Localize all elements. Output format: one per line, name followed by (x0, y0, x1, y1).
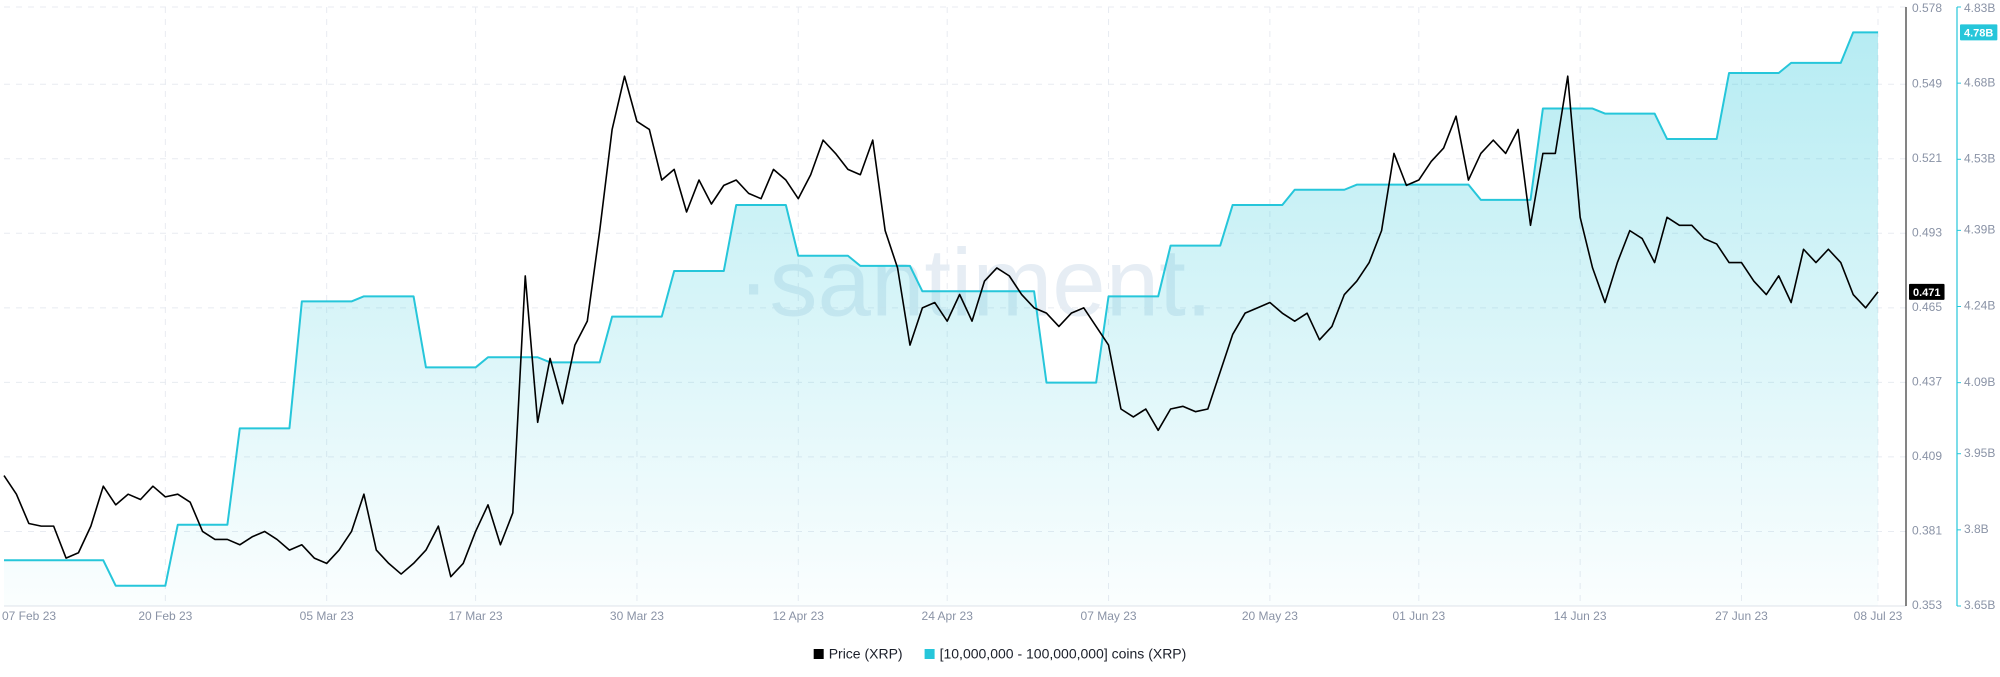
x-tick-label: 01 Jun 23 (1392, 609, 1445, 623)
legend-swatch (813, 649, 824, 659)
x-tick-label: 05 Mar 23 (300, 609, 354, 623)
coins-line (4, 31, 1878, 587)
y-tick-label: 0.493 (1912, 225, 1942, 239)
x-tick-label: 12 Apr 23 (773, 609, 825, 623)
x-tick-label: 30 Mar 23 (610, 609, 664, 623)
y-tick-label: 0.465 (1912, 300, 1942, 314)
y-tick-label: 0.578 (1912, 1, 1942, 15)
x-tick-label: 07 May 23 (1081, 609, 1137, 623)
price-line (3, 75, 1879, 578)
y2-tick-label: 3.95B (1964, 446, 1995, 460)
x-tick-label: 20 Feb 23 (138, 609, 192, 623)
x-tick-label: 08 Jul 23 (1854, 609, 1903, 623)
legend-label: Price (XRP) (829, 646, 903, 662)
legend-swatch (924, 649, 935, 659)
y2-tick-label: 4.68B (1964, 75, 1995, 89)
y2-tick-label: 4.39B (1964, 223, 1995, 237)
y-tick-label: 0.409 (1912, 449, 1942, 463)
legend: Price (XRP) [10,000,000 - 100,000,000] co… (813, 646, 1187, 662)
y2-tick-label: 3.8B (1964, 522, 1989, 536)
value-badge-label: 4.78B (1964, 27, 1993, 39)
y2-tick-label: 4.09B (1964, 375, 1995, 389)
x-tick-label: 24 Apr 23 (922, 609, 974, 623)
value-badge (1960, 24, 1998, 41)
y-tick-label: 0.353 (1912, 598, 1942, 612)
x-tick-label: 17 Mar 23 (449, 609, 503, 623)
y-tick-label: 0.521 (1912, 151, 1942, 165)
legend-label: [10,000,000 - 100,000,000] coins (XRP) (940, 646, 1187, 662)
x-tick-label: 27 Jun 23 (1715, 609, 1768, 623)
x-tick-label: 20 May 23 (1242, 609, 1298, 623)
y2-tick-label: 3.65B (1964, 598, 1995, 612)
value-badge (1909, 283, 1945, 300)
y-tick-label: 0.549 (1912, 76, 1942, 90)
value-badge-label: 0.471 (1913, 287, 1941, 299)
y2-tick-label: 4.83B (1964, 1, 1995, 15)
y2-tick-label: 4.24B (1964, 299, 1995, 313)
y-tick-label: 0.381 (1912, 524, 1942, 538)
x-tick-label: 14 Jun 23 (1554, 609, 1607, 623)
x-tick-label: 07 Feb 23 (2, 609, 56, 623)
y-tick-label: 0.437 (1912, 375, 1942, 389)
area-fill (4, 32, 1878, 606)
y2-tick-label: 4.53B (1964, 151, 1995, 165)
